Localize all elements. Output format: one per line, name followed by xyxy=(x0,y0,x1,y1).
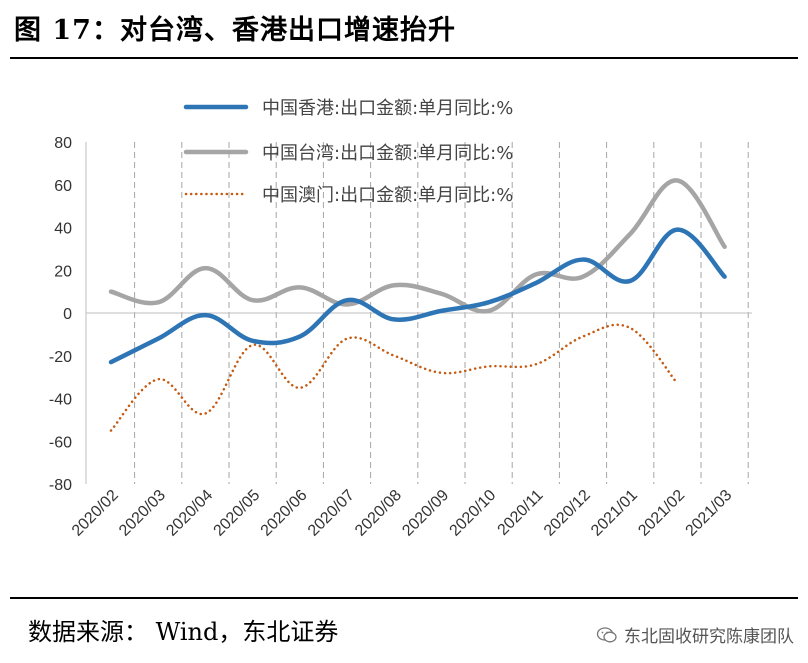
x-tick-label: 2020/10 xyxy=(447,487,500,540)
legend-label: 中国香港:出口金额:单月同比:% xyxy=(262,98,513,119)
y-tick-label: -20 xyxy=(49,349,72,366)
series-line-1 xyxy=(108,178,727,314)
x-tick-label: 2020/12 xyxy=(541,487,594,540)
watermark: 东北固收研究陈康团队 xyxy=(596,622,794,647)
y-tick-label: 0 xyxy=(63,306,72,323)
y-tick-label: -80 xyxy=(49,477,72,494)
wechat-icon xyxy=(596,626,617,642)
source-note: 数据来源： Wind，东北证券 xyxy=(28,618,339,646)
watermark-text: 东北固收研究陈康团队 xyxy=(624,627,794,647)
figure-title: 图 17：对台湾、香港出口增速抬升 xyxy=(14,15,456,46)
x-tick-labels: 2020/022020/032020/042020/052020/062020/… xyxy=(69,487,736,540)
x-tick-label: 2021/01 xyxy=(588,487,641,540)
title-rule xyxy=(10,57,798,59)
y-tick-label: -40 xyxy=(49,392,72,409)
series-line-2 xyxy=(109,323,679,432)
x-tick-label: 2020/07 xyxy=(305,487,358,540)
y-tick-label: 60 xyxy=(54,178,72,195)
x-tick-label: 2020/02 xyxy=(69,487,122,540)
x-tick-label: 2020/08 xyxy=(352,487,405,540)
x-tick-label: 2021/02 xyxy=(635,487,688,540)
x-tick-label: 2021/03 xyxy=(683,487,736,540)
series-line-0 xyxy=(108,227,727,365)
legend: 中国香港:出口金额:单月同比:% 中国台湾:出口金额:单月同比:% 中国澳门:出口金… xyxy=(183,98,513,206)
x-tick-label: 2020/06 xyxy=(258,487,311,540)
y-tick-label: -60 xyxy=(49,434,72,451)
x-tick-label: 2020/04 xyxy=(163,487,216,540)
x-tick-label: 2020/11 xyxy=(495,487,547,539)
y-tick-label: 40 xyxy=(54,221,72,238)
y-tick-label: 20 xyxy=(54,263,72,280)
legend-label: 中国台湾:出口金额:单月同比:% xyxy=(262,143,513,164)
y-tick-label: 80 xyxy=(54,135,72,152)
x-tick-label: 2020/03 xyxy=(116,487,169,540)
x-tick-label: 2020/09 xyxy=(399,487,452,540)
x-tick-label: 2020/05 xyxy=(211,487,264,540)
series-lines xyxy=(108,178,727,432)
y-tick-labels: 80 60 40 20 0 -20 -40 -60 -80 xyxy=(49,135,72,494)
footer-rule xyxy=(10,597,798,599)
legend-label: 中国澳门:出口金额:单月同比:% xyxy=(262,185,513,206)
